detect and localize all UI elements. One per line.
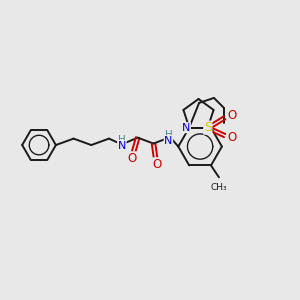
Text: N: N xyxy=(118,140,126,151)
Text: O: O xyxy=(153,158,162,171)
Text: O: O xyxy=(227,131,236,144)
Text: H: H xyxy=(164,130,172,140)
Text: N: N xyxy=(182,123,190,133)
Text: H: H xyxy=(118,135,126,145)
Text: CH₃: CH₃ xyxy=(211,183,227,192)
Text: O: O xyxy=(227,109,236,122)
Text: S: S xyxy=(204,121,212,134)
Text: O: O xyxy=(127,152,136,165)
Text: N: N xyxy=(164,136,172,146)
